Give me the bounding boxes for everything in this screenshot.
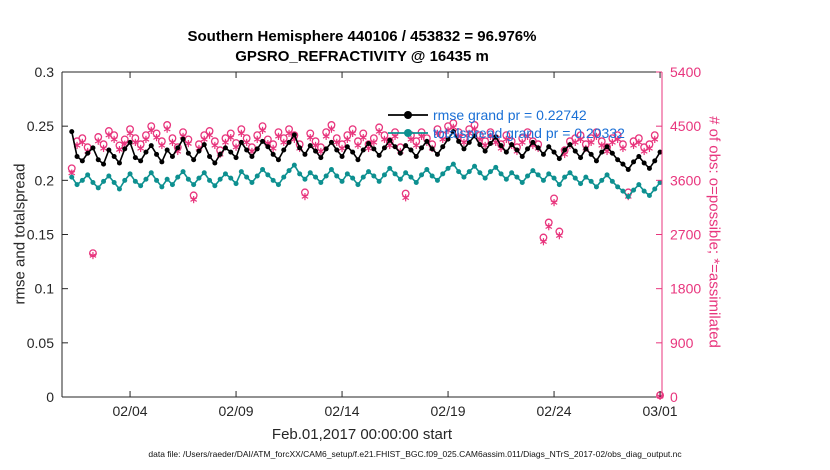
svg-text:0.1: 0.1 xyxy=(35,281,55,297)
svg-text:02/19: 02/19 xyxy=(431,403,466,419)
chart-subtitle: GPSRO_REFRACTIVITY @ 16435 m xyxy=(235,48,489,65)
svg-text:1800: 1800 xyxy=(670,281,701,297)
svg-text:02/04: 02/04 xyxy=(113,403,148,419)
data-file-caption: data file: /Users/raeder/DAI/ATM_forcXX/… xyxy=(148,449,682,459)
svg-text:02/24: 02/24 xyxy=(537,403,572,419)
svg-text:3600: 3600 xyxy=(670,172,701,188)
svg-text:0.2: 0.2 xyxy=(35,172,55,188)
y-axis-label-right: # of obs: o=possible; *=assimilated xyxy=(705,116,723,348)
chart-title: Southern Hemisphere 440106 / 453832 = 96… xyxy=(187,28,537,45)
svg-text:4500: 4500 xyxy=(670,118,701,134)
svg-text:0.15: 0.15 xyxy=(27,227,54,243)
svg-text:2700: 2700 xyxy=(670,227,701,243)
legend-item-totalspread: totalspread grand pr = 0.20332 xyxy=(433,125,625,141)
legend-item-rmse: rmse grand pr = 0.22742 xyxy=(433,107,587,123)
svg-text:03/01: 03/01 xyxy=(643,403,678,419)
svg-text:0: 0 xyxy=(670,389,678,405)
svg-text:5400: 5400 xyxy=(670,64,701,80)
y-axis-label-left: rmse and totalspread xyxy=(11,163,29,305)
svg-text:02/14: 02/14 xyxy=(325,403,360,419)
svg-text:02/09: 02/09 xyxy=(219,403,254,419)
svg-text:0: 0 xyxy=(46,389,54,405)
svg-text:0.25: 0.25 xyxy=(27,118,54,134)
svg-text:0.05: 0.05 xyxy=(27,335,54,351)
svg-text:900: 900 xyxy=(670,335,694,351)
svg-text:0.3: 0.3 xyxy=(35,64,55,80)
svg-text:Feb.01,2017 00:00:00 start: Feb.01,2017 00:00:00 start xyxy=(272,426,453,443)
